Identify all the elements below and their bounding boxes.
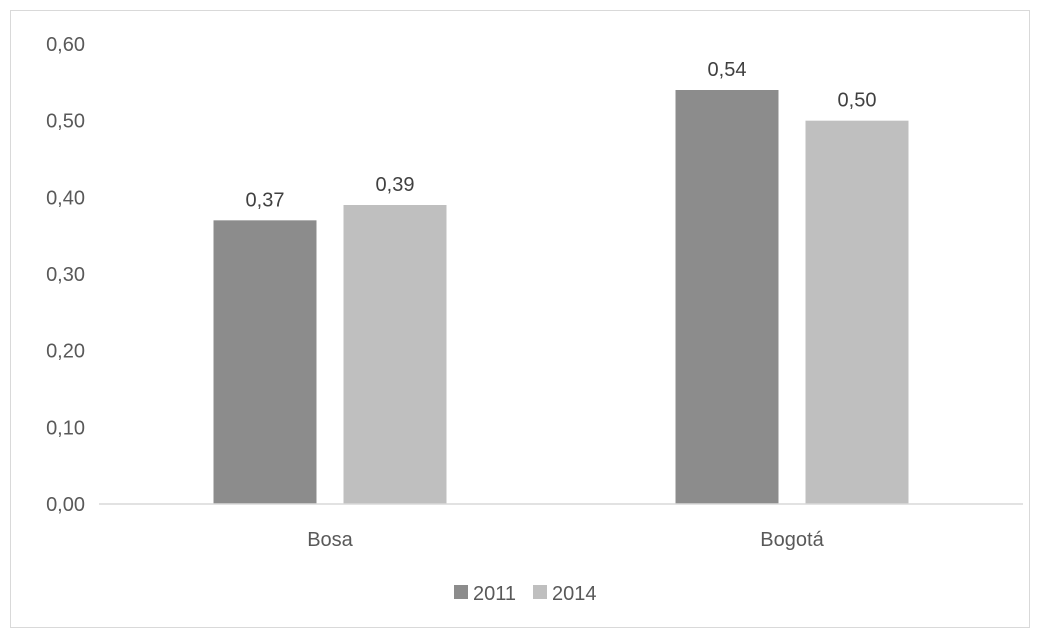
data-label: 0,37	[246, 189, 285, 211]
legend-label: 2011	[473, 583, 516, 605]
y-tick-label: 0,10	[46, 417, 85, 439]
y-tick-label: 0,60	[46, 34, 85, 56]
data-label: 0,50	[838, 90, 877, 112]
y-tick-label: 0,30	[46, 264, 85, 286]
chart-frame: 0,00 0,10 0,20 0,30 0,40 0,50 0,60 0,37 0,39 0,5…	[10, 10, 1030, 628]
y-tick-label: 0,50	[46, 111, 85, 133]
legend: 2011 2014	[454, 583, 597, 605]
data-label: 0,39	[376, 174, 415, 196]
bars	[213, 90, 909, 505]
x-category-label: Bosa	[307, 529, 353, 551]
y-tick-label: 0,00	[46, 494, 85, 516]
legend-label: 2014	[552, 583, 597, 605]
y-tick-label: 0,40	[46, 187, 85, 209]
data-labels: 0,37 0,39 0,54 0,50	[246, 59, 877, 211]
bar-2014-Bosa	[343, 205, 447, 504]
bar-2011-Bogotá	[675, 90, 779, 504]
x-category-label: Bogotá	[760, 529, 824, 551]
legend-swatch-2014	[533, 585, 547, 599]
bar-chart: 0,00 0,10 0,20 0,30 0,40 0,50 0,60 0,37 0,39 0,5…	[46, 34, 1023, 605]
legend-swatch-2011	[454, 585, 468, 599]
y-axis-tick-labels: 0,00 0,10 0,20 0,30 0,40 0,50 0,60	[46, 34, 85, 516]
data-label: 0,54	[708, 59, 747, 81]
x-axis-category-labels: Bosa Bogotá	[307, 529, 824, 551]
bar-2014-Bogotá	[805, 120, 909, 505]
bar-2011-Bosa	[213, 220, 317, 505]
y-tick-label: 0,20	[46, 341, 85, 363]
